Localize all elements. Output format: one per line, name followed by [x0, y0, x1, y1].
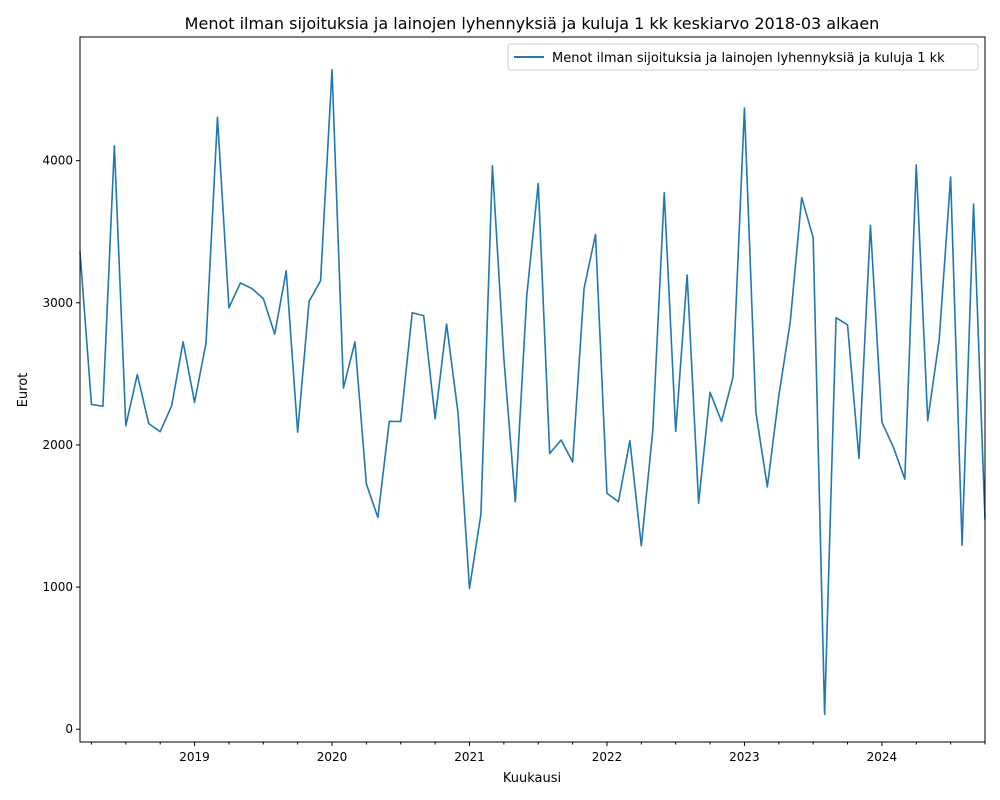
x-tick-label: 2019	[179, 750, 210, 764]
chart-title: Menot ilman sijoituksia ja lainojen lyhe…	[185, 14, 880, 33]
y-axis-label: Eurot	[16, 373, 31, 408]
x-tick-label: 2021	[454, 750, 485, 764]
legend-box	[507, 43, 979, 71]
y-tick-label: 0	[65, 722, 73, 736]
y-tick-label: 1000	[42, 580, 73, 594]
plot-area: 0 1000 2000 3000 4000 2019 2020 2021 2022 2023 202…	[42, 36, 986, 764]
y-tick-label: 3000	[42, 296, 73, 310]
y-tick-label: 4000	[42, 154, 73, 168]
x-axis-label: Kuukausi	[503, 771, 561, 786]
series-line	[79, 68, 986, 716]
x-tick-label: 2022	[592, 750, 623, 764]
y-tick-label: 2000	[42, 438, 73, 452]
x-tick-label: 2020	[317, 750, 348, 764]
legend-label: Menot ilman sijoituksia ja lainojen lyhe…	[552, 51, 945, 66]
x-tick-label: 2024	[867, 750, 898, 764]
axes-frame	[79, 36, 986, 743]
x-tick-label: 2023	[729, 750, 760, 764]
legend: Menot ilman sijoituksia ja lainojen lyhe…	[507, 43, 979, 71]
